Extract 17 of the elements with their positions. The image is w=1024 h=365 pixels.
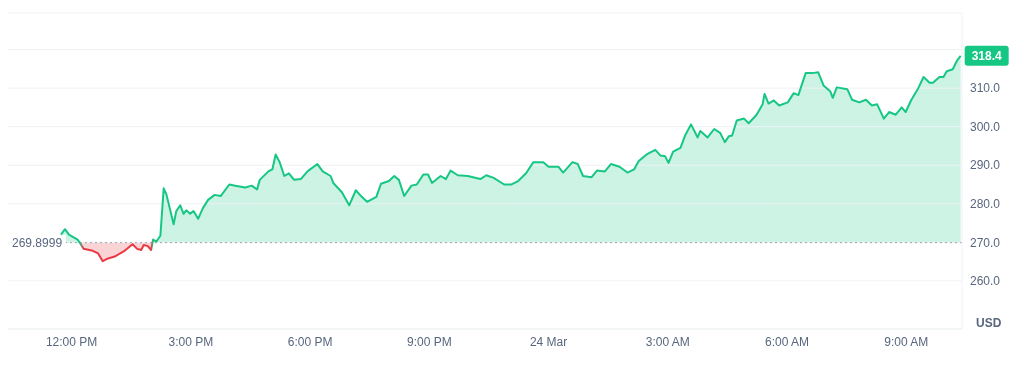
y-axis-title: USD [976, 316, 1002, 330]
x-tick-label: 9:00 PM [407, 334, 452, 349]
x-tick-label: 6:00 AM [765, 334, 810, 349]
y-tick-label: 310.0 [970, 81, 1001, 96]
x-tick-label: 24 Mar [529, 334, 568, 349]
x-tick-label: 3:00 AM [645, 334, 690, 349]
y-tick-label: 290.0 [970, 158, 1001, 173]
x-tick-label: 12:00 PM [45, 334, 98, 349]
x-tick-label: 6:00 PM [287, 334, 333, 349]
y-tick-label: 260.0 [970, 274, 1001, 289]
y-tick-label: 270.0 [970, 235, 1001, 250]
x-tick-label: 9:00 AM [884, 334, 929, 349]
x-tick-label: 3:00 PM [168, 334, 214, 349]
ref-line-label: 269.8999 [12, 235, 63, 250]
annotation: 318.4 [971, 49, 1003, 64]
y-tick-label: 300.0 [970, 119, 1001, 134]
y-tick-label: 280.0 [970, 197, 1001, 212]
